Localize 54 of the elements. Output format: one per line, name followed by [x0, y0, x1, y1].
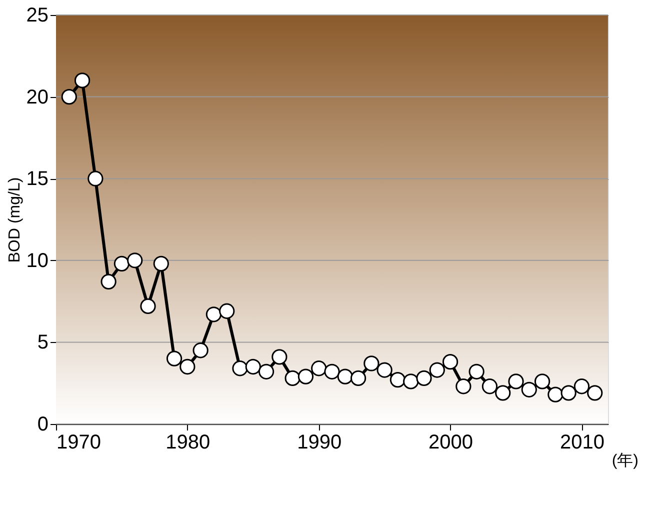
x-tick-label: 2010: [560, 432, 604, 454]
x-tick-label: 1970: [56, 432, 101, 454]
point: [298, 368, 314, 384]
point: [74, 72, 90, 88]
point: [534, 374, 550, 390]
point: [61, 88, 77, 105]
point: [258, 364, 274, 380]
y-tick-label: 0: [37, 414, 48, 436]
point: [284, 370, 300, 386]
x-axis-title: (年): [612, 452, 638, 470]
x-tick-label: 1980: [166, 432, 210, 454]
point: [574, 378, 590, 394]
point: [337, 368, 353, 384]
point: [468, 364, 484, 380]
point: [521, 382, 537, 398]
point: [166, 350, 182, 366]
point: [364, 356, 380, 372]
point: [495, 385, 511, 401]
point: [311, 360, 327, 376]
point: [245, 358, 261, 375]
point: [548, 386, 564, 402]
point: [140, 298, 156, 314]
point: [88, 170, 104, 186]
point: [403, 374, 419, 390]
y-tick-label: 15: [26, 168, 48, 190]
point: [390, 372, 406, 388]
point: [192, 342, 208, 358]
point: [127, 252, 143, 268]
point: [587, 385, 603, 401]
y-tick-label: 20: [26, 86, 48, 108]
point: [416, 370, 432, 386]
point: [114, 256, 130, 272]
y-tick-label: 25: [26, 4, 48, 26]
point: [456, 378, 472, 394]
y-tick-label: 5: [37, 332, 48, 354]
point: [219, 303, 235, 319]
point: [324, 364, 340, 380]
point: [429, 362, 445, 378]
point: [508, 374, 524, 390]
point: [100, 274, 116, 290]
point: [272, 349, 288, 365]
point: [442, 354, 458, 370]
y-axis-title: BOD (mg/L): [6, 177, 24, 263]
point: [153, 256, 169, 272]
point: [482, 378, 498, 394]
point: [206, 306, 222, 322]
point: [350, 370, 366, 386]
x-tick-label: 2000: [428, 432, 474, 454]
point: [376, 362, 392, 378]
x-tick-label: 1990: [297, 432, 342, 454]
point: [232, 360, 248, 376]
y-tick-label: 10: [26, 250, 48, 272]
point: [180, 358, 196, 375]
point: [560, 385, 576, 401]
